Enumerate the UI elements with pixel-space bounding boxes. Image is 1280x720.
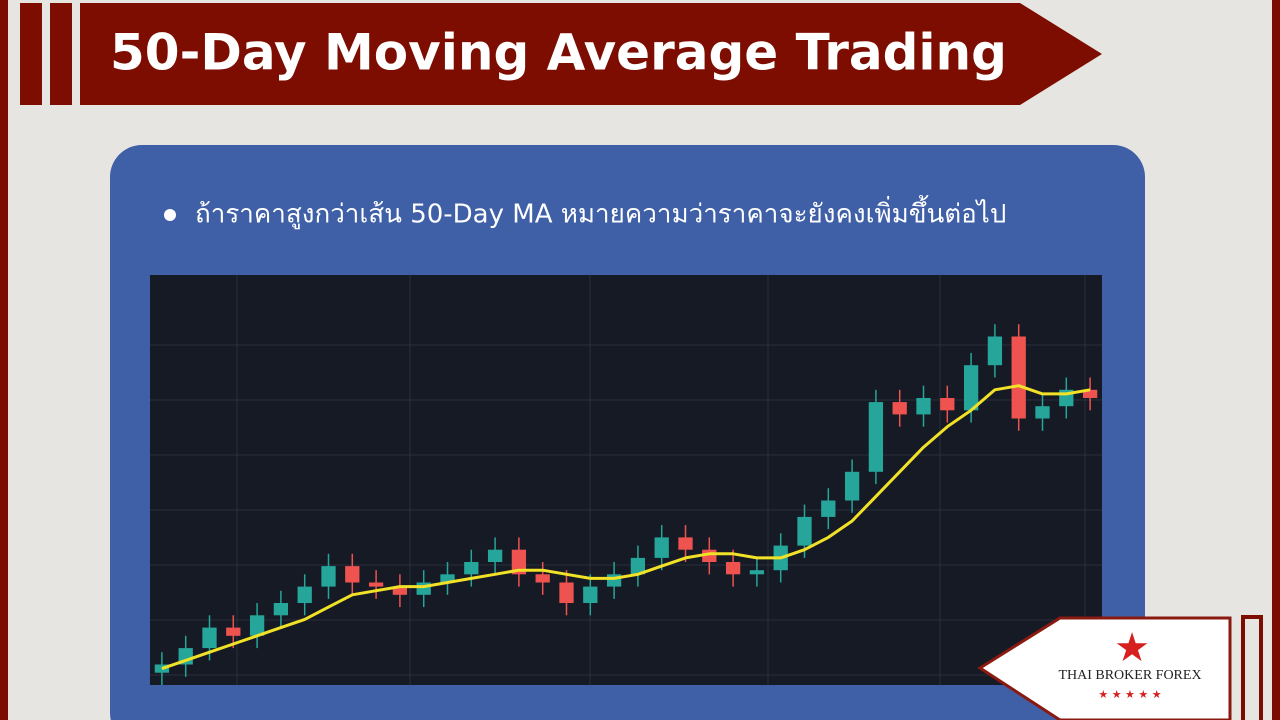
bar xyxy=(1241,615,1263,720)
candle-body xyxy=(963,365,979,411)
candle-body xyxy=(511,549,527,575)
ma-line xyxy=(161,384,1091,671)
candle-body xyxy=(226,627,241,636)
candle-body xyxy=(868,402,884,472)
bullet-text: ถ้าราคาสูงกว่าเส้น 50-Day MA หมายความว่า… xyxy=(195,195,1006,230)
bar xyxy=(20,3,42,105)
logo-name: THAI BROKER FOREX xyxy=(1058,668,1201,683)
candle-body xyxy=(249,615,265,636)
candle-body xyxy=(273,603,289,616)
candle-body xyxy=(987,336,1003,366)
header-banner xyxy=(80,3,1102,105)
candle-body xyxy=(535,574,550,583)
candle-body xyxy=(797,516,812,546)
candle-body xyxy=(1035,406,1050,419)
candle-body xyxy=(821,500,836,517)
title: 50-Day Moving Average Trading xyxy=(110,24,1007,82)
candle-body xyxy=(725,562,741,575)
candle-body xyxy=(1011,336,1026,419)
candle-body xyxy=(583,586,598,603)
candle-body xyxy=(440,574,455,583)
candle-body xyxy=(916,398,931,415)
candle-body xyxy=(345,566,360,583)
candle-body xyxy=(844,471,860,501)
candle-body xyxy=(940,398,955,411)
candle-body xyxy=(630,557,646,575)
bar xyxy=(50,3,72,105)
candle-body xyxy=(892,402,907,415)
candle-body xyxy=(1082,389,1098,398)
candle-body xyxy=(368,582,384,587)
left-edge xyxy=(0,0,8,720)
candle-body xyxy=(749,570,765,575)
candle-body xyxy=(321,566,336,587)
candle-body xyxy=(202,627,217,649)
candle-body xyxy=(464,562,479,575)
candle-body xyxy=(678,537,693,550)
right-edge xyxy=(1272,0,1280,720)
logo-star: ★ xyxy=(1114,625,1150,671)
candle-body xyxy=(392,586,408,595)
candle-body xyxy=(559,582,574,603)
candle-body xyxy=(297,586,312,603)
logo-stars: ★ ★ ★ ★ ★ xyxy=(1098,688,1161,701)
candle-body xyxy=(487,549,503,562)
bullet-dot xyxy=(164,209,176,221)
logo-badge xyxy=(977,616,1232,720)
candle-body xyxy=(654,537,669,558)
